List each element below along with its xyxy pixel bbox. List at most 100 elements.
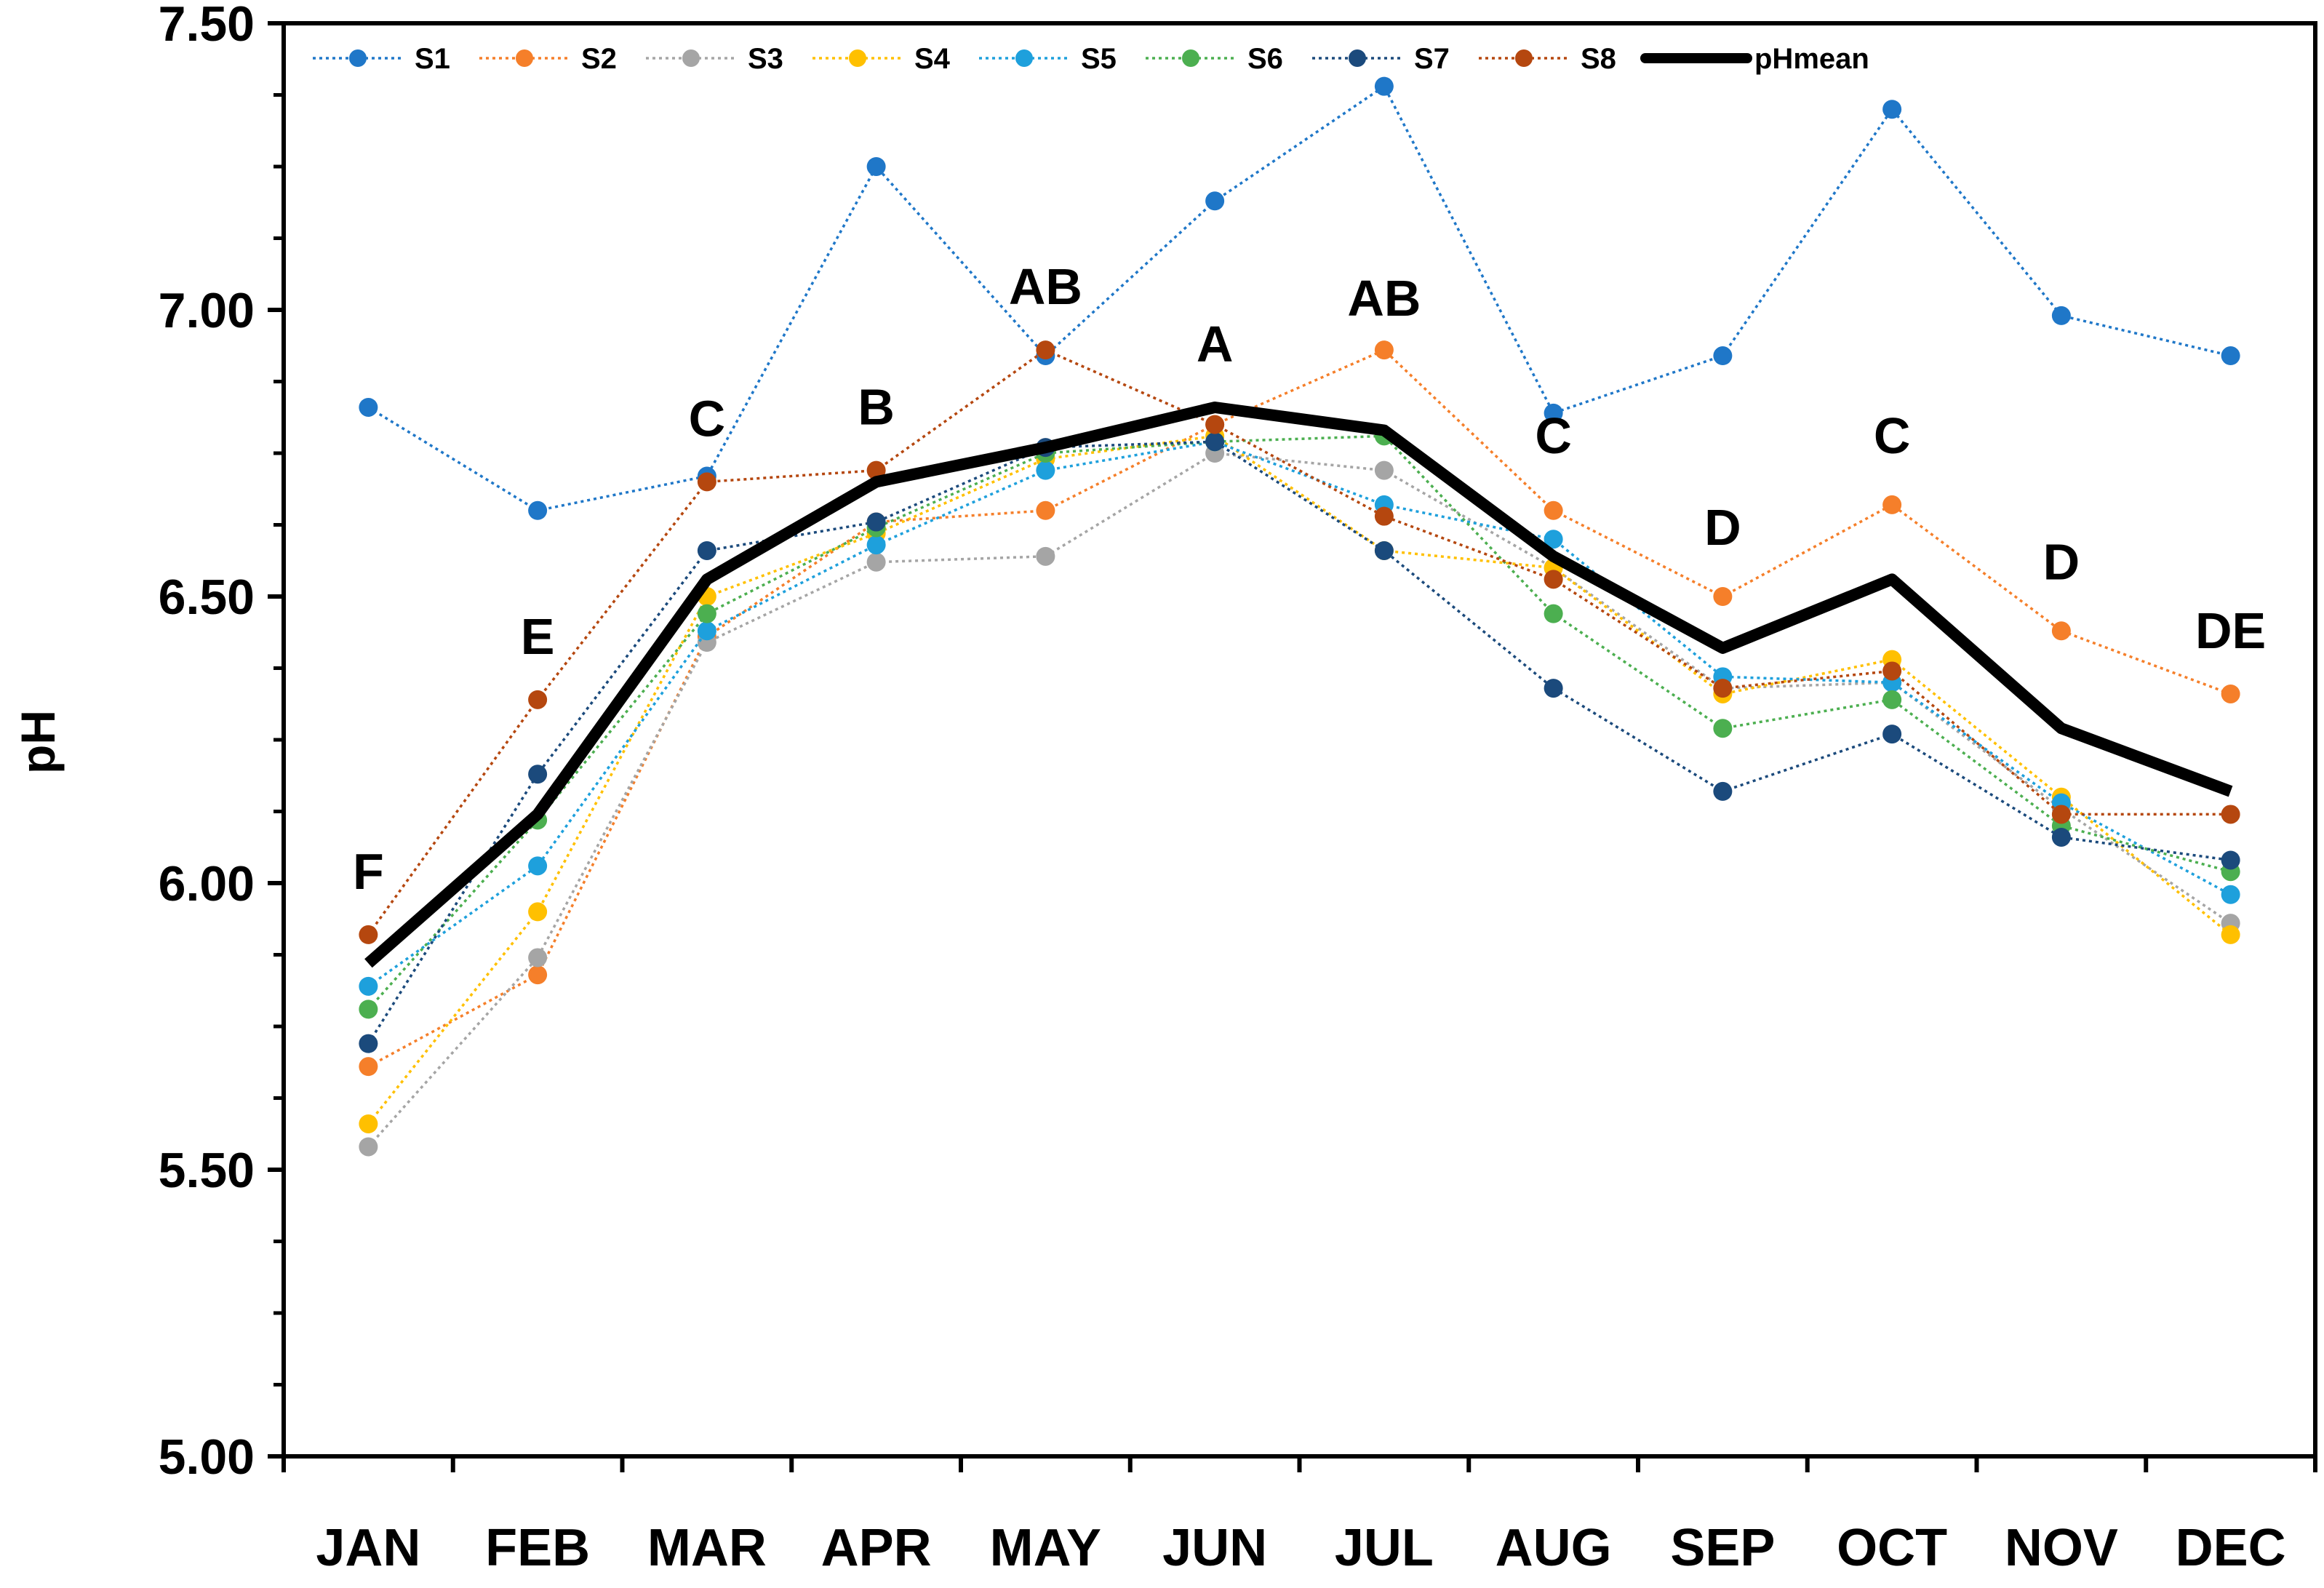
data-point-S2 bbox=[2051, 621, 2071, 641]
significance-letter: A bbox=[1197, 316, 1234, 372]
series-line-S5 bbox=[367, 440, 2232, 988]
legend-item-S7: S7 bbox=[1312, 43, 1450, 75]
legend-label: S1 bbox=[415, 43, 450, 75]
data-point-S3 bbox=[359, 1137, 378, 1157]
legend-item-S8: S8 bbox=[1479, 43, 1616, 75]
series-line-S1 bbox=[367, 84, 2232, 512]
data-point-S2 bbox=[1713, 587, 1733, 606]
legend-item-S6: S6 bbox=[1146, 43, 1283, 75]
legend-marker-S5 bbox=[1015, 49, 1033, 67]
data-point-S5 bbox=[697, 621, 716, 641]
data-point-S2 bbox=[1882, 495, 1902, 514]
data-point-S7 bbox=[2051, 827, 2071, 847]
significance-letter: C bbox=[689, 390, 726, 447]
x-tick-label: JUN bbox=[1162, 1519, 1267, 1577]
legend-label: S3 bbox=[748, 43, 783, 75]
data-point-S6 bbox=[1544, 604, 1563, 623]
series-S6 bbox=[359, 426, 2240, 1019]
y-tick-label: 6.00 bbox=[159, 856, 255, 911]
x-tick-label: MAY bbox=[990, 1519, 1101, 1577]
data-point-S1 bbox=[1544, 403, 1563, 423]
y-tick-label: 5.50 bbox=[159, 1143, 255, 1198]
data-point-S8 bbox=[1544, 570, 1563, 589]
data-point-S8 bbox=[1036, 340, 1055, 360]
data-point-S1 bbox=[528, 500, 548, 520]
data-point-S8 bbox=[528, 690, 548, 709]
significance-letter: DE bbox=[2195, 602, 2266, 659]
data-point-S1 bbox=[2051, 306, 2071, 325]
data-point-S2 bbox=[528, 965, 548, 985]
significance-letter: D bbox=[1704, 499, 1741, 556]
legend-item-S5: S5 bbox=[979, 43, 1117, 75]
data-point-S7 bbox=[866, 512, 886, 532]
data-point-S2 bbox=[2221, 684, 2240, 703]
x-tick-label: APR bbox=[821, 1519, 932, 1577]
legend-label: S4 bbox=[914, 43, 951, 75]
data-point-S1 bbox=[1374, 76, 1394, 96]
data-point-S4 bbox=[2221, 925, 2240, 944]
x-tick-label: FEB bbox=[485, 1519, 590, 1577]
data-point-S5 bbox=[1544, 530, 1563, 549]
y-tick-label: 6.50 bbox=[159, 570, 255, 625]
series-S1 bbox=[359, 76, 2240, 520]
data-point-S2 bbox=[1374, 340, 1394, 360]
data-point-S7 bbox=[528, 765, 548, 784]
data-point-S4 bbox=[528, 902, 548, 922]
series-S3 bbox=[359, 444, 2240, 1157]
y-tick-label: 7.50 bbox=[159, 0, 255, 52]
x-tick-label: DEC bbox=[2176, 1519, 2286, 1577]
data-point-S2 bbox=[359, 1057, 378, 1077]
data-point-S2 bbox=[1036, 500, 1055, 520]
data-point-S1 bbox=[1205, 191, 1225, 211]
data-point-S8 bbox=[2051, 805, 2071, 824]
data-point-S1 bbox=[2221, 346, 2240, 366]
legend-label: S5 bbox=[1081, 43, 1117, 75]
data-point-S1 bbox=[866, 157, 886, 176]
significance-letter: AB bbox=[1347, 270, 1421, 327]
series-line-S4 bbox=[367, 434, 2232, 1125]
data-point-S7 bbox=[359, 1034, 378, 1053]
series-line-S3 bbox=[367, 452, 2232, 1148]
data-point-S6 bbox=[359, 1000, 378, 1019]
data-point-S7 bbox=[1374, 540, 1394, 560]
data-point-S8 bbox=[1882, 661, 1902, 681]
data-point-S1 bbox=[1882, 100, 1902, 119]
x-tick-label: AUG bbox=[1496, 1519, 1612, 1577]
x-tick-label: JAN bbox=[316, 1519, 420, 1577]
significance-letter: AB bbox=[1009, 258, 1082, 315]
data-point-S6 bbox=[1713, 719, 1733, 738]
legend-marker-S4 bbox=[849, 49, 866, 67]
x-tick-label: OCT bbox=[1837, 1519, 1947, 1577]
data-point-S8 bbox=[1713, 679, 1733, 698]
series-line-S2 bbox=[367, 348, 2232, 1068]
significance-letter: E bbox=[521, 608, 555, 665]
data-point-S5 bbox=[359, 976, 378, 996]
data-point-S5 bbox=[866, 535, 886, 555]
x-tick-label: NOV bbox=[2005, 1519, 2118, 1577]
legend-item-S4: S4 bbox=[812, 43, 951, 75]
legend-item-pHmean: pHmean bbox=[1640, 43, 1869, 75]
data-point-S4 bbox=[359, 1114, 378, 1133]
data-point-S7 bbox=[1713, 781, 1733, 801]
series-S7 bbox=[359, 432, 2240, 1053]
data-point-S8 bbox=[2221, 805, 2240, 824]
legend-marker-S6 bbox=[1182, 49, 1199, 67]
data-point-S5 bbox=[1036, 460, 1055, 480]
y-tick-label: 5.00 bbox=[159, 1429, 255, 1485]
legend-label: S6 bbox=[1247, 43, 1283, 75]
series-pHmean bbox=[364, 402, 2233, 968]
series-S4 bbox=[359, 426, 2240, 1133]
legend-label: S8 bbox=[1581, 43, 1616, 75]
legend-label: S7 bbox=[1414, 43, 1450, 75]
data-point-S6 bbox=[697, 604, 716, 623]
significance-letter: D bbox=[2043, 533, 2080, 590]
data-point-S7 bbox=[1205, 432, 1225, 452]
legend: S1 S2 S3 S4 S5 S6 S7 S8 pHmean bbox=[313, 43, 1869, 75]
data-point-S7 bbox=[1544, 679, 1563, 698]
legend-marker-S8 bbox=[1515, 49, 1533, 67]
data-point-S7 bbox=[697, 540, 716, 560]
data-point-S1 bbox=[359, 397, 378, 417]
data-point-S8 bbox=[697, 472, 716, 492]
